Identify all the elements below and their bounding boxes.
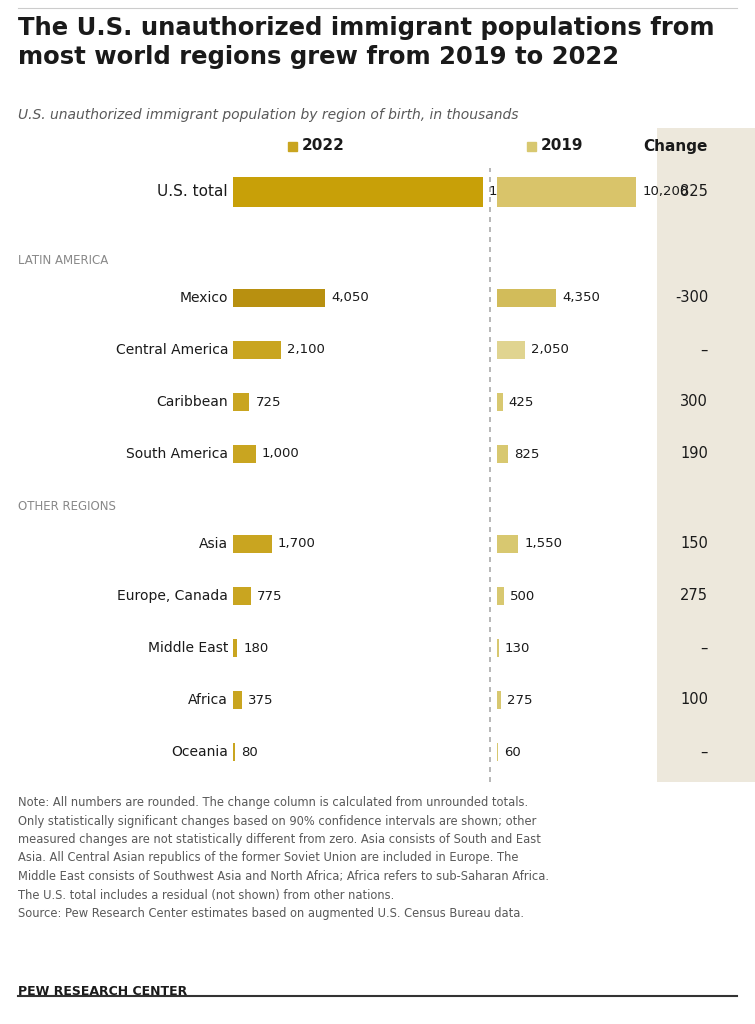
Bar [657, 128, 755, 782]
Text: 4,050: 4,050 [331, 292, 368, 304]
Text: 425: 425 [509, 395, 535, 409]
Text: 275: 275 [680, 589, 708, 603]
Bar [233, 289, 325, 307]
Bar [288, 141, 297, 151]
Text: –: – [701, 640, 708, 655]
Text: 2022: 2022 [302, 138, 345, 154]
Text: 11,000: 11,000 [489, 185, 535, 199]
Text: 60: 60 [504, 745, 520, 759]
Text: U.S. unauthorized immigrant population by region of birth, in thousands: U.S. unauthorized immigrant population b… [18, 108, 519, 122]
Text: Note: All numbers are rounded. The change column is calculated from unrounded to: Note: All numbers are rounded. The chang… [18, 796, 549, 920]
Text: 1,700: 1,700 [278, 538, 316, 551]
Text: 130: 130 [505, 641, 530, 654]
Text: 500: 500 [510, 590, 535, 602]
Text: Europe, Canada: Europe, Canada [117, 589, 228, 603]
Text: Mexico: Mexico [180, 291, 228, 305]
Text: 1,550: 1,550 [524, 538, 562, 551]
Bar [497, 587, 504, 605]
Text: 180: 180 [243, 641, 268, 654]
Text: Oceania: Oceania [171, 745, 228, 759]
Bar [497, 743, 498, 761]
Bar [233, 743, 235, 761]
Text: Caribbean: Caribbean [156, 395, 228, 409]
Text: PEW RESEARCH CENTER: PEW RESEARCH CENTER [18, 985, 187, 998]
Bar [233, 639, 237, 657]
Bar [497, 393, 503, 411]
Text: 80: 80 [241, 745, 257, 759]
Text: 190: 190 [680, 446, 708, 462]
Text: Africa: Africa [188, 693, 228, 707]
Text: 2,050: 2,050 [531, 343, 569, 356]
Text: South America: South America [126, 447, 228, 461]
Text: OTHER REGIONS: OTHER REGIONS [18, 500, 116, 512]
Bar [497, 639, 499, 657]
Text: –: – [701, 744, 708, 760]
Text: 2,100: 2,100 [287, 343, 325, 356]
Text: Asia: Asia [199, 537, 228, 551]
Text: 375: 375 [248, 693, 273, 707]
Bar [233, 535, 272, 553]
Text: Central America: Central America [116, 343, 228, 357]
Text: 825: 825 [680, 184, 708, 200]
Text: 100: 100 [680, 692, 708, 708]
Bar [497, 289, 556, 307]
Text: 10,200: 10,200 [642, 185, 689, 199]
Bar [497, 445, 508, 463]
Text: 275: 275 [507, 693, 532, 707]
Bar [497, 177, 636, 207]
Text: 2019: 2019 [541, 138, 584, 154]
Text: Middle East: Middle East [148, 641, 228, 655]
Bar [233, 445, 256, 463]
Text: 150: 150 [680, 537, 708, 552]
Bar [233, 691, 242, 709]
Bar [497, 691, 501, 709]
Bar [233, 341, 281, 359]
Text: LATIN AMERICA: LATIN AMERICA [18, 254, 108, 266]
Bar [497, 341, 525, 359]
Text: 300: 300 [680, 394, 708, 410]
Text: -300: -300 [675, 291, 708, 305]
Bar [233, 393, 249, 411]
Text: The U.S. unauthorized immigrant populations from
most world regions grew from 20: The U.S. unauthorized immigrant populati… [18, 16, 714, 69]
Bar [233, 587, 251, 605]
Text: Change: Change [643, 138, 708, 154]
Text: 4,350: 4,350 [562, 292, 600, 304]
Text: U.S. total: U.S. total [157, 184, 228, 200]
Bar [233, 177, 483, 207]
Bar [527, 141, 536, 151]
Bar [497, 535, 518, 553]
Text: –: – [701, 342, 708, 357]
Text: 825: 825 [514, 447, 540, 461]
Text: 725: 725 [255, 395, 281, 409]
Text: 775: 775 [257, 590, 282, 602]
Text: 1,000: 1,000 [262, 447, 300, 461]
